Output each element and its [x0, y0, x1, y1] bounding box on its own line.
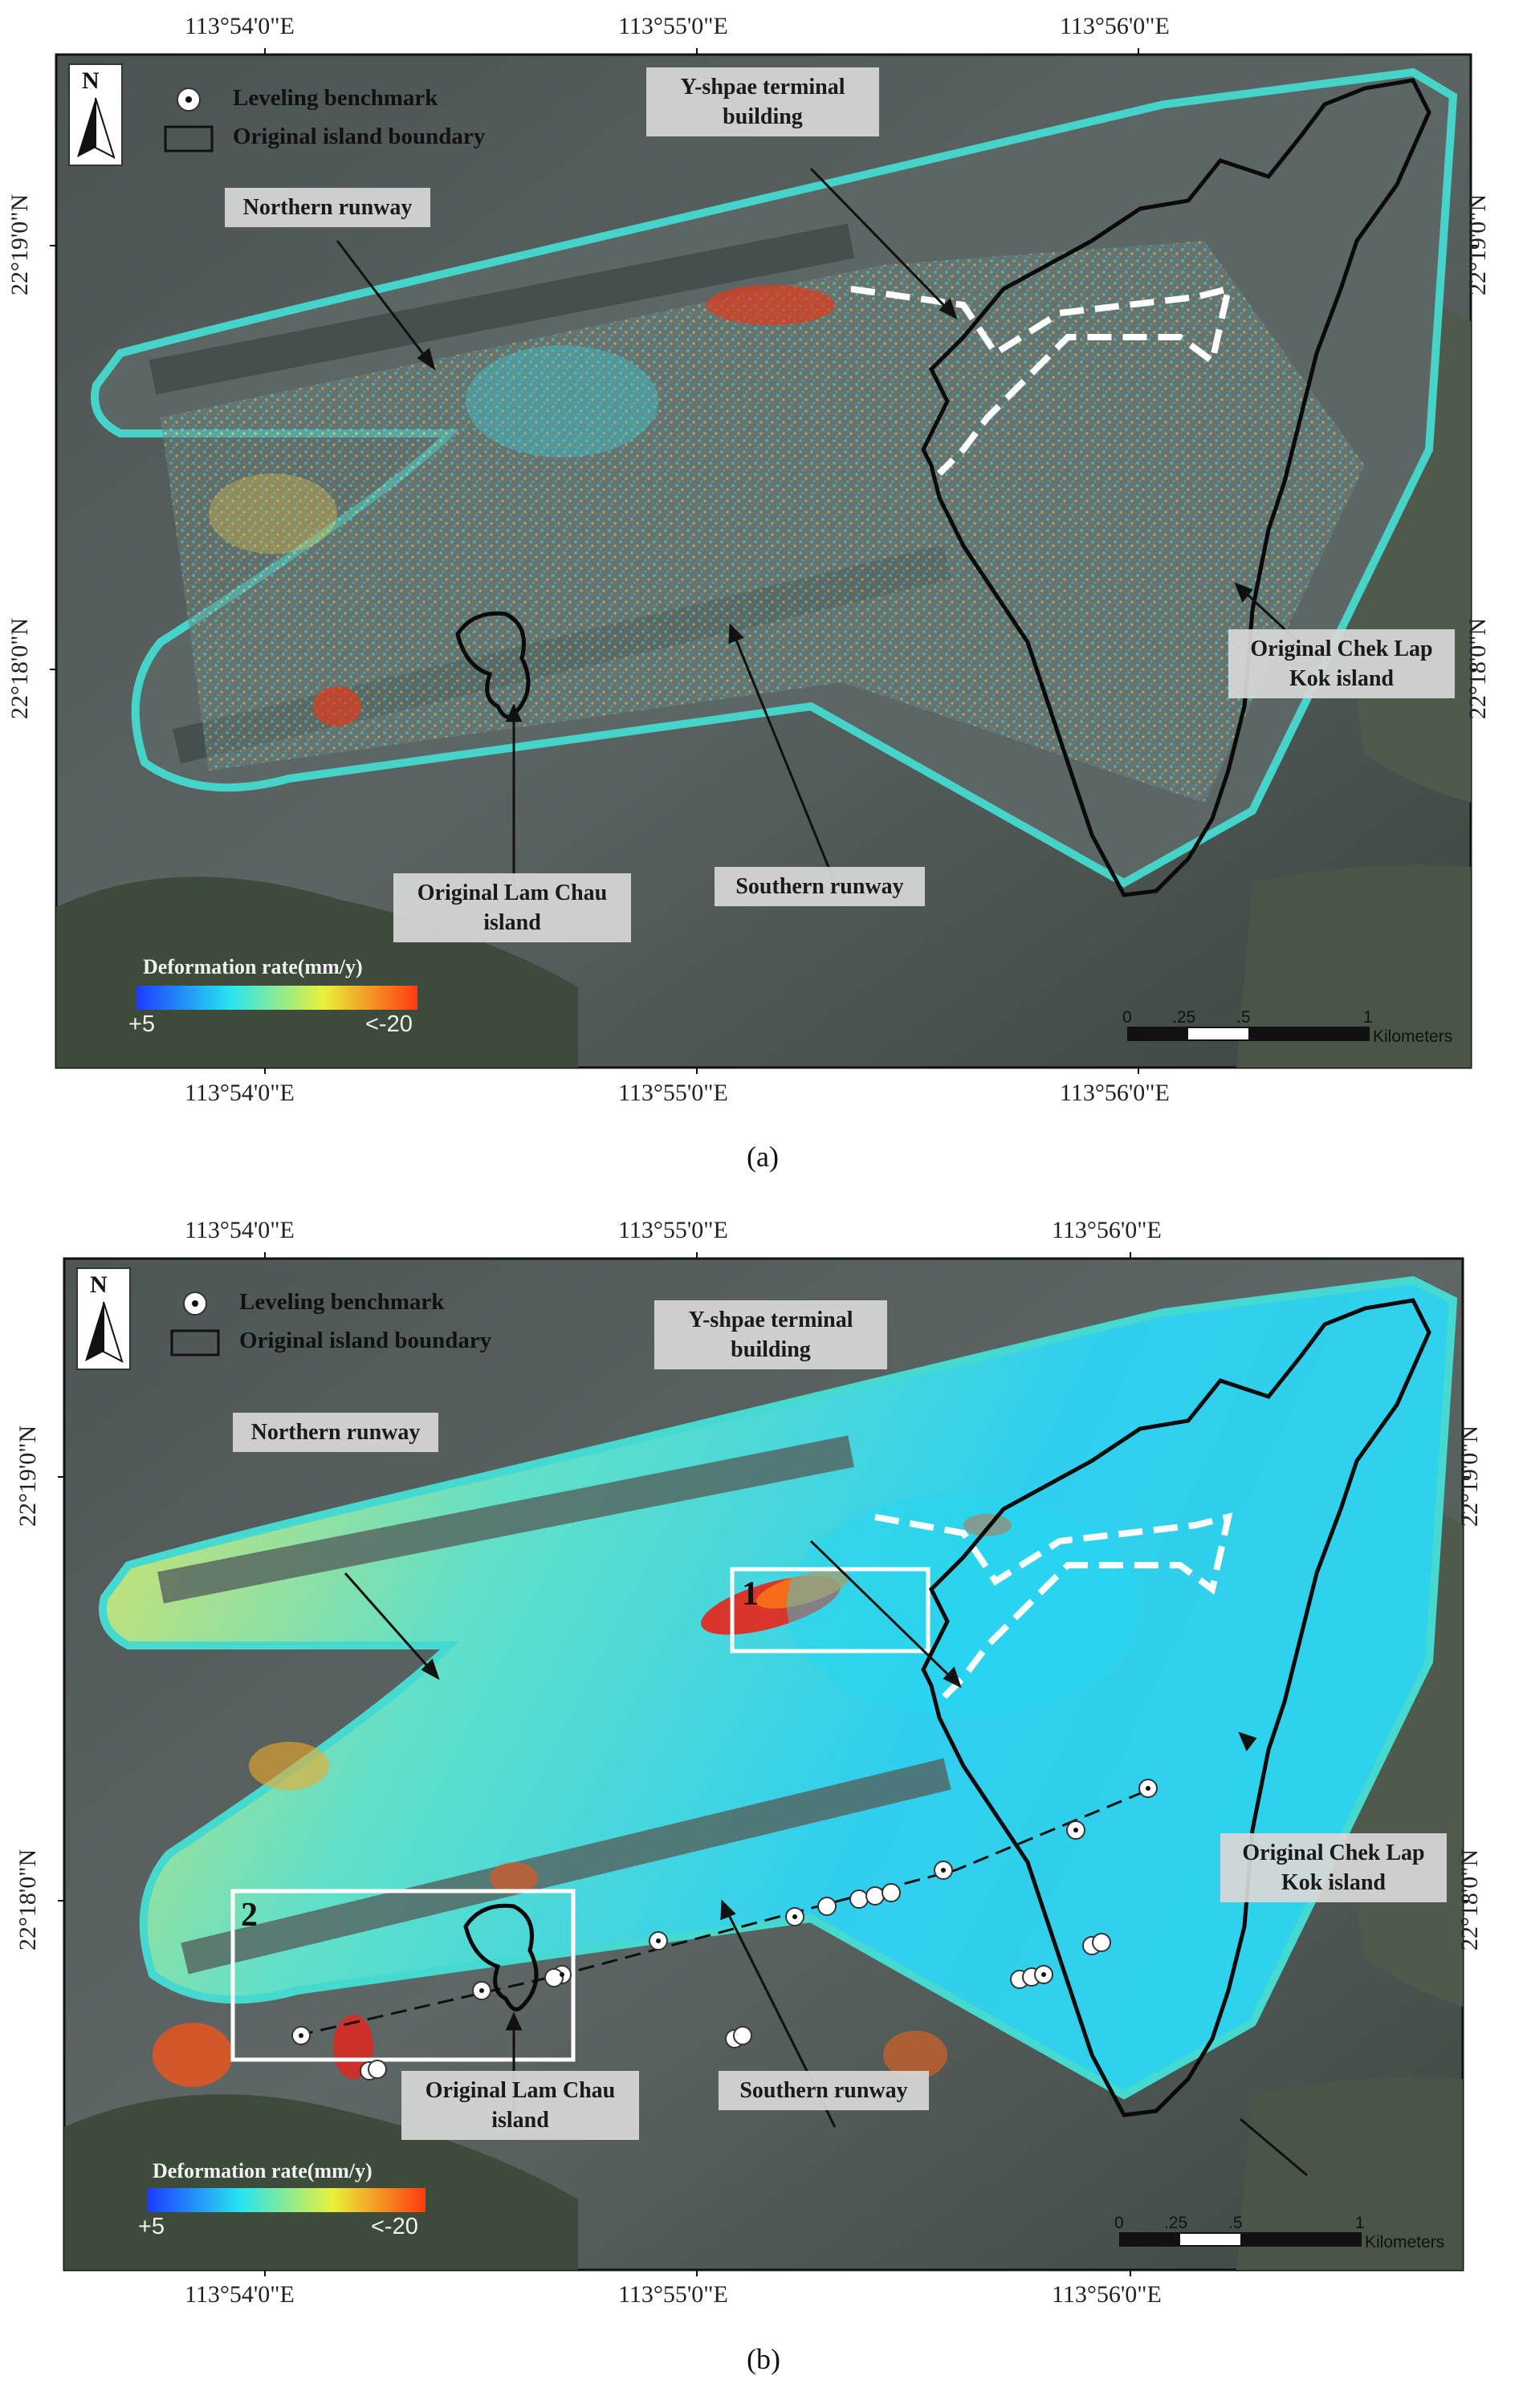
- lam-chau-boundary-b: [463, 1903, 539, 2011]
- legend-symbols-b: [170, 1291, 220, 1357]
- scale-unit-b: Kilometers: [1365, 2233, 1445, 2251]
- legend-symbols-a: [164, 87, 214, 153]
- lon-tick-3-top: 113°56'0"E: [1060, 13, 1170, 39]
- colorbar-max-label: <-20: [365, 1011, 413, 1037]
- chek-lap-kok-boundary-a: [921, 78, 1431, 897]
- lat-tick-1-right-b: 22°19'0"N: [1456, 1425, 1484, 1527]
- lon-tick-1-bottom: 113°54'0"E: [185, 1080, 295, 1106]
- zone-2-outline: [230, 1889, 576, 2062]
- lat-tick-1-left: 22°19'0"N: [6, 193, 34, 296]
- north-arrow-b: [76, 1267, 131, 1370]
- callout-southern-runway-b: Southern runway: [719, 2071, 929, 2110]
- colorbar-title-b: Deformation rate(mm/y): [153, 2159, 373, 2182]
- lon-tick-2-top-b: 113°55'0"E: [618, 1217, 728, 1243]
- callout-southern-runway: Southern runway: [715, 867, 925, 906]
- scale-tick-0-b: 0: [1114, 2214, 1124, 2232]
- runway-south-b: [181, 1758, 951, 1975]
- lon-tick-3-bottom-b: 113°56'0"E: [1052, 2281, 1162, 2308]
- legend-boundary-label-b: Original island boundary: [239, 1328, 492, 1353]
- lon-tick-2-bottom: 113°55'0"E: [618, 1080, 728, 1106]
- colorbar-min-label-b: +5: [138, 2214, 165, 2239]
- scale-tick-025: .25: [1172, 1008, 1196, 1027]
- scale-tick-025-b: .25: [1164, 2214, 1188, 2232]
- colorbar-title: Deformation rate(mm/y): [143, 955, 363, 978]
- map-a: [50, 48, 1477, 1074]
- zone-1-label: 1: [742, 1576, 759, 1613]
- arrow-northern-runway-b: [344, 1572, 439, 1678]
- lat-tick-2-left: 22°18'0"N: [6, 617, 34, 720]
- arrow-chek-lap-kok-b: [1240, 2117, 1308, 2177]
- legend-boundary-label: Original island boundary: [233, 124, 486, 149]
- callout-lam-chau-b: Original Lam Chau island: [401, 2071, 639, 2140]
- scale-bar-b: [1119, 2232, 1362, 2247]
- panel-a: 113°54'0"E 113°55'0"E 113°56'0"E 113°54'…: [6, 13, 1492, 1173]
- north-label: N: [82, 67, 100, 94]
- map-b: [58, 1252, 1469, 2276]
- legend-benchmark-label: Leveling benchmark: [233, 85, 438, 111]
- colorbar-b: [148, 2188, 426, 2212]
- hills-b: [64, 2094, 578, 2270]
- scale-tick-05-b: .5: [1228, 2214, 1243, 2232]
- scale-tick-05: .5: [1236, 1008, 1251, 1027]
- callout-northern-runway-b: Northern runway: [233, 1413, 438, 1452]
- lon-tick-2-bottom-b: 113°55'0"E: [618, 2281, 728, 2308]
- scale-unit: Kilometers: [1373, 1027, 1453, 1046]
- colorbar: [136, 986, 417, 1010]
- terminal-outline-a: [850, 284, 1233, 476]
- callout-lam-chau: Original Lam Chau island: [393, 873, 631, 942]
- panel-b: 113°54'0"E 113°55'0"E 113°56'0"E 113°54'…: [0, 1204, 1527, 2408]
- lon-tick-1-bottom-b: 113°54'0"E: [185, 2281, 295, 2308]
- terminal-outline-b: [874, 1512, 1233, 1704]
- arrow-northern-runway-a: [336, 240, 435, 368]
- scale-tick-0: 0: [1122, 1008, 1132, 1027]
- runway-north-a: [149, 223, 855, 395]
- runway-north-b: [157, 1435, 854, 1604]
- callout-terminal: Y-shpae terminal building: [646, 67, 879, 136]
- lon-tick-1-top-b: 113°54'0"E: [185, 1217, 295, 1243]
- lon-tick-3-bottom: 113°56'0"E: [1060, 1080, 1170, 1106]
- colorbar-max-label-b: <-20: [371, 2214, 418, 2239]
- colorbar-min-label: +5: [128, 1011, 156, 1037]
- callout-terminal-b: Y-shpae terminal building: [654, 1300, 887, 1369]
- callout-chek-lap-kok-b: Original Chek Lap Kok island: [1220, 1833, 1447, 1902]
- arrow-southern-runway-a: [729, 625, 837, 884]
- arrow-terminal-a: [809, 167, 957, 319]
- scale-bar-a: [1127, 1027, 1370, 1041]
- scale-tick-1: 1: [1363, 1008, 1373, 1027]
- north-arrow-a: [68, 63, 123, 166]
- panel-label-b: (b): [747, 2343, 780, 2375]
- lat-tick-2-right-b: 22°18'0"N: [1456, 1849, 1484, 1951]
- zone-2-label: 2: [241, 1897, 258, 1934]
- north-label-b: N: [90, 1271, 108, 1298]
- hills-a: [56, 877, 578, 1068]
- lat-tick-2-right: 22°18'0"N: [1464, 617, 1492, 720]
- lon-tick-3-top-b: 113°56'0"E: [1052, 1217, 1162, 1243]
- legend-benchmark-label-b: Leveling benchmark: [239, 1289, 445, 1315]
- callout-northern-runway: Northern runway: [225, 188, 430, 227]
- lat-tick-1-right: 22°19'0"N: [1464, 193, 1492, 296]
- zone-1-outline: [730, 1567, 930, 1653]
- scale-tick-1-b: 1: [1355, 2214, 1365, 2232]
- lon-tick-1-top: 113°54'0"E: [185, 13, 295, 39]
- chek-lap-kok-boundary-b: [921, 1298, 1431, 2117]
- lat-tick-1-left-b: 22°19'0"N: [14, 1425, 42, 1527]
- lat-tick-2-left-b: 22°18'0"N: [14, 1849, 42, 1951]
- arrow-terminal-b: [809, 1540, 961, 1687]
- lon-tick-2-top: 113°55'0"E: [618, 13, 728, 39]
- panel-label-a: (a): [747, 1141, 779, 1173]
- callout-chek-lap-kok: Original Chek Lap Kok island: [1228, 629, 1455, 698]
